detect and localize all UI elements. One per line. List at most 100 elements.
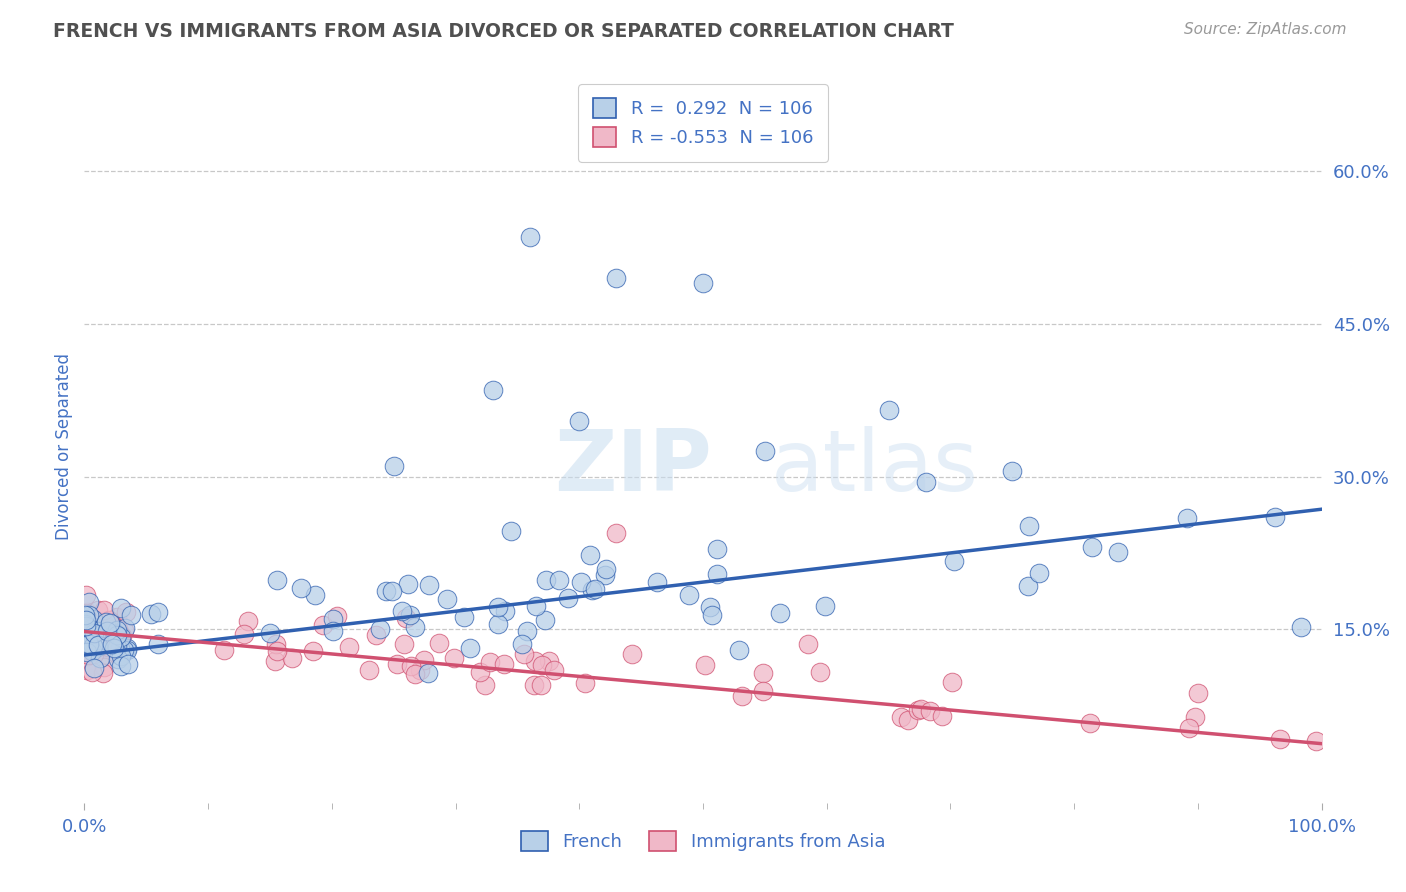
Point bbox=[89, 651, 111, 665]
Point bbox=[890, 710, 912, 724]
Point bbox=[93, 659, 115, 673]
Point bbox=[101, 637, 124, 651]
Point bbox=[479, 655, 502, 669]
Point bbox=[83, 635, 105, 649]
Point bbox=[581, 583, 603, 598]
Point bbox=[90, 640, 112, 654]
Point bbox=[366, 628, 388, 642]
Point bbox=[595, 562, 617, 576]
Point bbox=[83, 616, 105, 631]
Point bbox=[79, 624, 101, 638]
Point bbox=[312, 617, 335, 632]
Point bbox=[117, 657, 139, 671]
Point bbox=[82, 665, 104, 679]
Point bbox=[941, 674, 963, 689]
Point bbox=[1175, 510, 1198, 524]
Point bbox=[82, 612, 104, 626]
Point bbox=[692, 276, 714, 290]
Point bbox=[557, 591, 579, 606]
Point bbox=[752, 665, 775, 680]
Point bbox=[416, 666, 439, 681]
Point bbox=[110, 601, 132, 615]
Point bbox=[385, 657, 408, 672]
Point bbox=[301, 644, 323, 658]
Point bbox=[1107, 545, 1129, 559]
Y-axis label: Divorced or Separated: Divorced or Separated bbox=[55, 352, 73, 540]
Point bbox=[79, 622, 101, 636]
Point bbox=[1305, 734, 1327, 748]
Point bbox=[75, 589, 97, 603]
Point bbox=[75, 643, 97, 657]
Point bbox=[111, 629, 134, 643]
Point bbox=[139, 607, 162, 621]
Legend: French, Immigrants from Asia: French, Immigrants from Asia bbox=[513, 823, 893, 858]
Point bbox=[86, 629, 108, 643]
Point bbox=[105, 624, 128, 638]
Point bbox=[236, 614, 259, 628]
Point bbox=[754, 444, 776, 458]
Point bbox=[381, 584, 404, 599]
Point bbox=[458, 640, 481, 655]
Point bbox=[304, 588, 326, 602]
Point bbox=[76, 605, 98, 619]
Point bbox=[266, 643, 288, 657]
Point bbox=[796, 636, 818, 650]
Point bbox=[645, 575, 668, 590]
Point bbox=[82, 640, 104, 654]
Point bbox=[468, 665, 491, 680]
Text: FRENCH VS IMMIGRANTS FROM ASIA DIVORCED OR SEPARATED CORRELATION CHART: FRENCH VS IMMIGRANTS FROM ASIA DIVORCED … bbox=[53, 22, 955, 41]
Point bbox=[75, 608, 97, 623]
Point bbox=[110, 658, 132, 673]
Point bbox=[569, 575, 592, 590]
Point bbox=[486, 616, 509, 631]
Point bbox=[108, 641, 131, 656]
Text: atlas: atlas bbox=[770, 425, 979, 509]
Point bbox=[730, 689, 752, 703]
Point bbox=[96, 620, 118, 634]
Point bbox=[82, 644, 104, 658]
Point bbox=[80, 644, 103, 658]
Point bbox=[259, 625, 281, 640]
Point bbox=[574, 676, 596, 690]
Point bbox=[114, 621, 136, 635]
Point bbox=[75, 619, 97, 633]
Point bbox=[73, 616, 96, 631]
Point bbox=[105, 628, 128, 642]
Point bbox=[103, 632, 125, 646]
Point bbox=[79, 637, 101, 651]
Point bbox=[98, 615, 121, 630]
Point bbox=[910, 702, 932, 716]
Point bbox=[382, 459, 405, 474]
Point bbox=[401, 659, 423, 673]
Point bbox=[1178, 722, 1201, 736]
Point bbox=[392, 636, 415, 650]
Point bbox=[82, 632, 104, 647]
Point bbox=[700, 607, 723, 622]
Point bbox=[148, 637, 170, 651]
Point bbox=[103, 636, 125, 650]
Point bbox=[896, 713, 918, 727]
Point bbox=[1078, 716, 1101, 731]
Point bbox=[728, 643, 751, 657]
Point bbox=[83, 648, 105, 662]
Point bbox=[538, 654, 561, 668]
Point bbox=[1187, 686, 1209, 700]
Point bbox=[212, 643, 235, 657]
Point bbox=[568, 413, 591, 427]
Point bbox=[486, 599, 509, 614]
Point bbox=[548, 573, 571, 587]
Point bbox=[1289, 620, 1312, 634]
Point bbox=[593, 567, 616, 582]
Point bbox=[404, 667, 426, 681]
Point bbox=[290, 581, 312, 595]
Point bbox=[76, 618, 98, 632]
Point bbox=[94, 615, 117, 629]
Point bbox=[510, 637, 533, 651]
Point bbox=[699, 599, 721, 614]
Point bbox=[86, 640, 108, 654]
Point bbox=[115, 640, 138, 655]
Point bbox=[107, 622, 129, 636]
Point bbox=[1081, 540, 1104, 554]
Point bbox=[93, 603, 115, 617]
Point bbox=[914, 475, 936, 489]
